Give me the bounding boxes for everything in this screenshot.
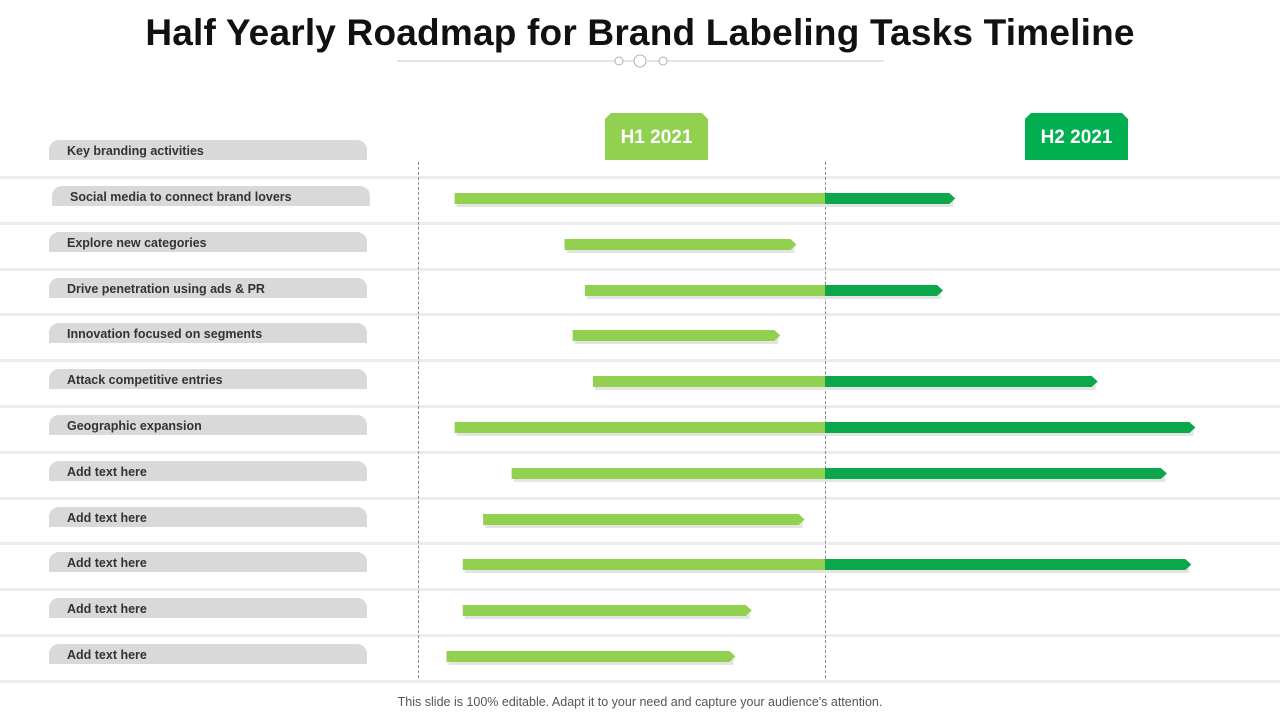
- task-bar-h1-segment: [564, 239, 797, 250]
- task-bar-h2-segment: [825, 422, 1196, 433]
- task-label-pill: Social media to connect brand lovers: [52, 186, 370, 206]
- task-label-pill: Add text here: [49, 507, 367, 527]
- task-label-pill: Add text here: [49, 461, 367, 481]
- row-separator: [0, 634, 1280, 637]
- h1-h2-divider: [825, 162, 826, 678]
- task-bar-h2-segment: [825, 193, 956, 204]
- row-separator: [0, 405, 1280, 408]
- slide-title: Half Yearly Roadmap for Brand Labeling T…: [145, 12, 1135, 53]
- task-bar-h1-segment: [462, 605, 752, 616]
- row-separator: [0, 680, 1280, 683]
- task-bar-h1-segment: [454, 422, 825, 433]
- period-header-h1: H1 2021: [605, 113, 708, 160]
- task-bar-h1-segment: [584, 285, 825, 296]
- footer-note: This slide is 100% editable. Adapt it to…: [397, 695, 883, 709]
- task-bar-h2-segment: [825, 468, 1167, 479]
- timeline-start-divider: [418, 162, 419, 678]
- row-separator: [0, 359, 1280, 362]
- task-bar: [454, 422, 1196, 436]
- task-bar-h1-segment: [593, 376, 825, 387]
- task-bar-h2-segment: [825, 285, 944, 296]
- row-separator: [0, 313, 1280, 316]
- task-bar-h1-segment: [462, 559, 825, 570]
- task-bar: [446, 651, 736, 665]
- task-bar: [572, 330, 781, 344]
- task-bar: [454, 193, 956, 207]
- row-separator: [0, 542, 1280, 545]
- task-label-pill: Add text here: [49, 598, 367, 618]
- task-label-pill: Attack competitive entries: [49, 369, 367, 389]
- task-bar: [593, 376, 1098, 390]
- task-label-pill: Innovation focused on segments: [49, 323, 367, 343]
- period-header-h2: H2 2021: [1025, 113, 1128, 160]
- activities-header-pill: Key branding activities: [49, 140, 367, 160]
- task-bar: [564, 239, 797, 253]
- task-label-pill: Geographic expansion: [49, 415, 367, 435]
- task-bar: [462, 559, 1192, 573]
- task-bar: [511, 468, 1167, 482]
- row-separator: [0, 268, 1280, 271]
- task-bar: [483, 514, 805, 528]
- task-bar-h1-segment: [511, 468, 825, 479]
- title-divider-ornament: [397, 54, 884, 68]
- row-separator: [0, 176, 1280, 179]
- task-label-pill: Add text here: [49, 552, 367, 572]
- task-bar-h1-segment: [446, 651, 736, 662]
- task-bar: [462, 605, 752, 619]
- row-separator: [0, 222, 1280, 225]
- task-bar-h1-segment: [572, 330, 781, 341]
- task-bar: [584, 285, 944, 299]
- task-bar-h2-segment: [825, 559, 1192, 570]
- task-label-pill: Explore new categories: [49, 232, 367, 252]
- task-label-pill: Add text here: [49, 644, 367, 664]
- row-separator: [0, 497, 1280, 500]
- task-bar-h1-segment: [454, 193, 825, 204]
- row-separator: [0, 451, 1280, 454]
- row-separator: [0, 588, 1280, 591]
- task-label-pill: Drive penetration using ads & PR: [49, 278, 367, 298]
- task-bar-h1-segment: [483, 514, 805, 525]
- task-bar-h2-segment: [825, 376, 1098, 387]
